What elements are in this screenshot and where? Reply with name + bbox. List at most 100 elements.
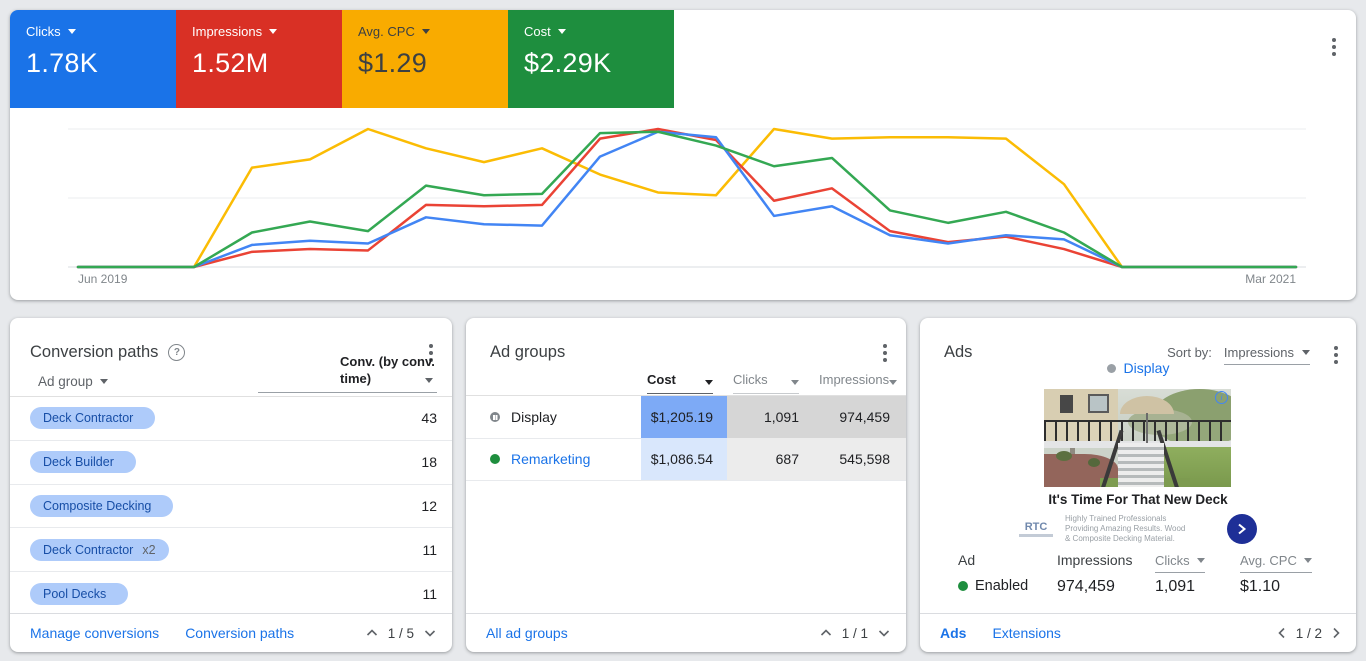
column-header-clicks[interactable]: Clicks: [733, 372, 799, 394]
conversion-paths-title: Conversion paths ?: [30, 343, 185, 362]
all-ad-groups-link[interactable]: All ad groups: [486, 625, 568, 641]
page-previous-icon[interactable]: [1278, 627, 1286, 639]
advertiser-logo: RTC: [1019, 522, 1053, 537]
chevron-down-icon: [269, 29, 277, 34]
stat-header-avg-cpc[interactable]: Avg. CPC: [1240, 553, 1312, 573]
column-header-cost[interactable]: Cost: [647, 372, 713, 394]
scorecard-impressions[interactable]: Impressions 1.52M: [176, 10, 342, 108]
conversions-value: 18: [421, 454, 437, 470]
chevron-down-icon: [422, 29, 430, 34]
page-indicator: 1 / 5: [388, 626, 414, 641]
ad-channel-row: Display: [920, 360, 1356, 376]
impressions-cell: 545,598: [813, 438, 906, 480]
table-row: Deck Contractorx2 11: [10, 528, 452, 572]
ads-footer: Ads Extensions 1 / 2: [920, 613, 1356, 652]
cost-cell: $1,086.54: [641, 438, 727, 480]
ad-groups-title-text: Ad groups: [490, 343, 565, 362]
ad-group-chip: Pool Decks: [30, 583, 128, 605]
chevron-down-icon: [1197, 558, 1205, 563]
ad-group-name-cell: Remarketing: [466, 438, 641, 480]
page-indicator: 1 / 1: [842, 626, 868, 641]
stat-header-ad: Ad: [958, 552, 975, 568]
scorecard-clicks[interactable]: Clicks 1.78K: [10, 10, 176, 108]
sort-by-label: Sort by:: [1167, 345, 1212, 360]
table-row: Deck Contractor 43: [10, 397, 452, 441]
ad-groups-card: Ad groups Cost Clicks Impressions Displa…: [466, 318, 906, 652]
ad-group-name-cell: Display: [466, 396, 641, 438]
table-row: Pool Decks 11: [10, 572, 452, 615]
chevron-down-icon: [705, 380, 713, 385]
ad-group-chip: Deck Contractorx2: [30, 539, 169, 561]
column-header-impressions[interactable]: Impressions: [819, 372, 893, 393]
performance-chart: [10, 116, 1356, 274]
ad-status: Enabled: [958, 578, 1028, 594]
enabled-status-icon: [958, 581, 968, 591]
conversions-value: 12: [421, 498, 437, 514]
scorecard-impressions-value: 1.52M: [192, 48, 326, 79]
ad-group-chip: Composite Decking: [30, 495, 173, 517]
page-up-icon[interactable]: [820, 629, 832, 637]
chevron-down-icon: [791, 380, 799, 385]
ad-group-header-label: Ad group: [38, 374, 93, 389]
ad-stats: Ad Enabled Impressions 974,459 Clicks 1,…: [920, 552, 1356, 614]
ad-groups-kebab-icon[interactable]: [879, 340, 891, 366]
remarketing-link[interactable]: Remarketing: [511, 451, 590, 467]
ad-avg-cpc-value: $1.10: [1240, 578, 1280, 596]
ad-description: Highly Trained Professionals Providing A…: [1065, 514, 1215, 544]
ad-clicks-value: 1,091: [1155, 578, 1195, 596]
page-indicator: 1 / 2: [1296, 626, 1322, 641]
page-down-icon[interactable]: [878, 629, 890, 637]
scorecard-cost-label: Cost: [524, 24, 551, 39]
ads-link[interactable]: Ads: [940, 625, 966, 641]
ad-groups-footer: All ad groups 1 / 1: [466, 613, 906, 652]
display-channel-link[interactable]: Display: [1124, 360, 1170, 376]
chevron-down-icon: [425, 378, 433, 383]
impressions-cell: 974,459: [813, 396, 906, 438]
conversion-paths-table: Deck Contractor 43 Deck Builder 18 Compo…: [10, 396, 452, 615]
x-axis-label-start: Jun 2019: [78, 272, 127, 286]
table-row-display: Display $1,205.19 1,091 974,459: [466, 396, 906, 439]
chevron-down-icon: [1304, 558, 1312, 563]
column-header-conversions[interactable]: Conv. (by conv. time): [258, 350, 437, 393]
scorecard-avg-cpc[interactable]: Avg. CPC $1.29: [342, 10, 508, 108]
ad-info-icon[interactable]: i: [1215, 391, 1228, 404]
scorecard-cost-value: $2.29K: [524, 48, 658, 79]
enabled-status-icon: [490, 454, 500, 464]
conversions-value: 43: [421, 410, 437, 426]
pagination: 1 / 5: [366, 626, 436, 641]
ad-image-stairs: [1118, 443, 1164, 487]
table-row: Composite Decking 12: [10, 485, 452, 529]
help-icon[interactable]: ?: [168, 344, 185, 361]
ad-group-chip: Deck Contractor: [30, 407, 155, 429]
stat-header-clicks[interactable]: Clicks: [1155, 553, 1205, 573]
ad-impressions-value: 974,459: [1057, 578, 1115, 596]
chevron-down-icon: [1302, 350, 1310, 355]
overview-performance-card: Clicks 1.78K Impressions 1.52M Avg. CPC …: [10, 10, 1356, 300]
conversion-paths-link[interactable]: Conversion paths: [185, 625, 294, 641]
page-next-icon[interactable]: [1332, 627, 1340, 639]
sort-by-value: Impressions: [1224, 345, 1294, 360]
clicks-cell: 687: [727, 438, 813, 480]
manage-conversions-link[interactable]: Manage conversions: [30, 625, 159, 641]
ad-group-name: Display: [511, 409, 557, 425]
ads-card: Ads Sort by: Impressions Display i: [920, 318, 1356, 652]
page-up-icon[interactable]: [366, 629, 378, 637]
conversion-paths-title-text: Conversion paths: [30, 343, 158, 362]
conversion-paths-card: Conversion paths ? Ad group Conv. (by co…: [10, 318, 452, 652]
extensions-link[interactable]: Extensions: [992, 625, 1060, 641]
conv-header-line1: Conv. (by conv.: [340, 353, 435, 370]
page-down-icon[interactable]: [424, 629, 436, 637]
ad-body: RTC Highly Trained Professionals Providi…: [920, 514, 1356, 544]
ad-arrow-button[interactable]: [1227, 514, 1257, 544]
column-header-ad-group[interactable]: Ad group: [38, 374, 108, 389]
ad-groups-title: Ad groups: [490, 343, 565, 362]
paused-status-icon: [1107, 364, 1116, 373]
clicks-cell: 1,091: [727, 396, 813, 438]
ad-preview-image[interactable]: i: [1044, 389, 1231, 487]
overview-menu-kebab-icon[interactable]: [1328, 34, 1340, 60]
scorecard-impressions-label: Impressions: [192, 24, 262, 39]
scorecard-cost[interactable]: Cost $2.29K: [508, 10, 674, 108]
ad-group-chip: Deck Builder: [30, 451, 136, 473]
chevron-down-icon: [100, 379, 108, 384]
conversion-paths-footer: Manage conversions Conversion paths 1 / …: [10, 613, 452, 652]
